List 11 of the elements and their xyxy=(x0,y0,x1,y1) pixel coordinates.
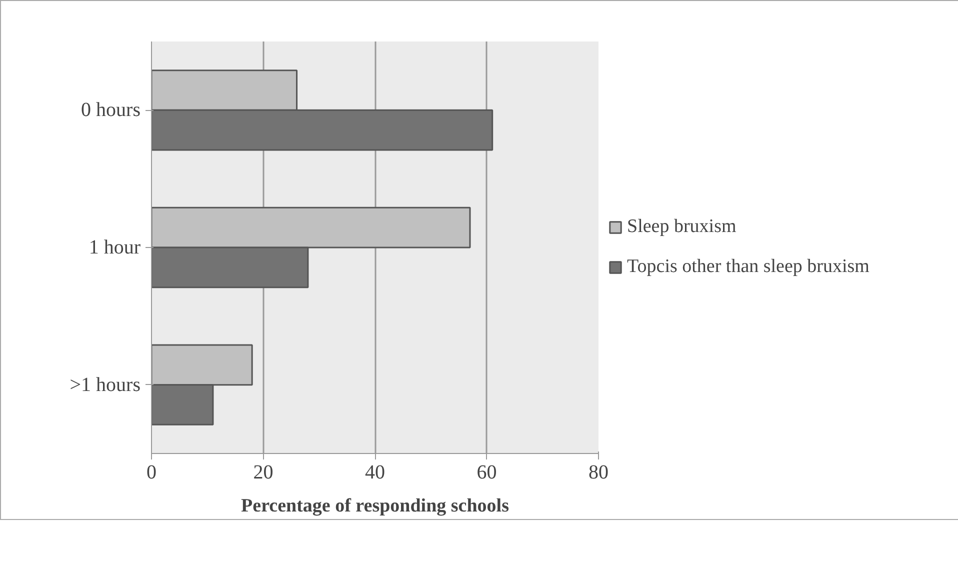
x-tick-label: 80 xyxy=(588,462,608,484)
x-tick-label: 60 xyxy=(476,462,497,484)
legend-label: Sleep bruxism xyxy=(627,216,736,238)
legend-label: Topcis other than sleep bruxism xyxy=(627,256,870,278)
x-tick-label: 40 xyxy=(365,462,385,484)
y-tick-label: 0 hours xyxy=(81,99,141,122)
x-tick-label: 0 xyxy=(146,462,156,484)
y-tick-label: >1 hours xyxy=(70,374,141,396)
x-axis-title: Percentage of responding schools xyxy=(241,496,509,516)
x-tick-label: 20 xyxy=(253,462,274,484)
y-tick-label: 1 hour xyxy=(88,236,141,258)
